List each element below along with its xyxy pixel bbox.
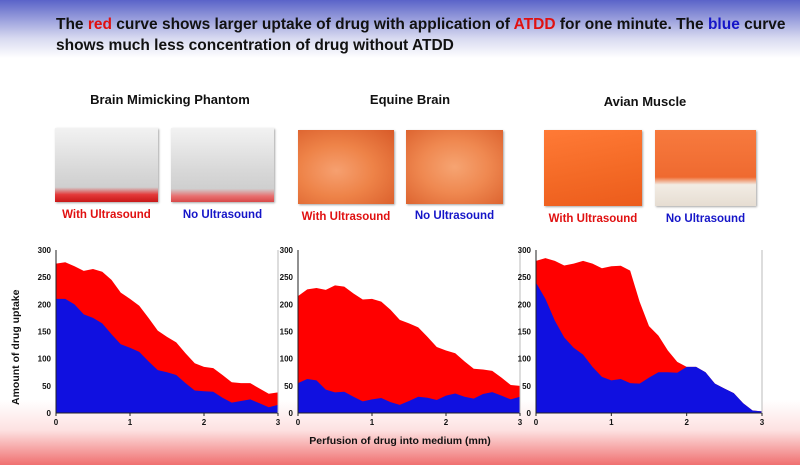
- photo-avian-with-ultrasound: [544, 130, 642, 206]
- y-tick-label: 0: [47, 409, 52, 418]
- x-tick-label: 1: [128, 418, 133, 427]
- x-tick-label: 3: [518, 418, 523, 427]
- y-tick-label: 50: [284, 382, 293, 391]
- x-tick-label: 3: [760, 418, 765, 427]
- headline-red-word: red: [87, 16, 112, 33]
- caption-equine-no: No Ultrasound: [414, 210, 495, 222]
- area-no-ultrasound-phantom: [56, 298, 278, 413]
- headline-part1: The: [56, 16, 88, 33]
- headline-part3: for one minute. The: [555, 16, 708, 33]
- chart-equine: 0 50 100 150 200 250 300 0 1 2 3: [280, 246, 523, 427]
- y-tick-label: 250: [280, 273, 294, 282]
- area-no-ultrasound-equine: [298, 379, 520, 413]
- headline-blue-word: blue: [707, 16, 740, 33]
- area-no-ultrasound-avian: [536, 282, 762, 413]
- headline-part2: curve shows larger uptake of drug with a…: [112, 16, 514, 33]
- y-tick-label: 300: [280, 246, 294, 255]
- chart-avian: 0 50 100 150 200 250 300 0 1 2 3: [518, 246, 765, 427]
- y-tick-label: 150: [38, 328, 52, 337]
- headline-atdd: ATDD: [513, 16, 556, 33]
- panel-title-phantom: Brain Mimicking Phantom: [90, 92, 250, 107]
- caption-avian-no: No Ultrasound: [665, 213, 746, 225]
- y-tick-label: 0: [527, 409, 532, 418]
- photo-phantom-no-ultrasound: [171, 128, 274, 202]
- x-tick-label: 0: [296, 418, 301, 427]
- panel-title-avian: Avian Muscle: [603, 94, 687, 109]
- chart-phantom: 0 50 100 150 200 250 300 0 1 2 3: [38, 246, 281, 427]
- area-with-ultrasound-equine: [298, 285, 520, 413]
- x-tick-label: 2: [444, 418, 449, 427]
- y-tick-label: 300: [518, 246, 532, 255]
- x-tick-label: 1: [609, 418, 614, 427]
- y-tick-label: 250: [518, 273, 532, 282]
- caption-avian-with: With Ultrasound: [548, 213, 638, 225]
- y-tick-label: 200: [280, 300, 294, 309]
- headline-part4: curve shows much less concentration of d…: [56, 16, 786, 54]
- photo-phantom-with-ultrasound: [55, 128, 158, 202]
- x-tick-label: 3: [276, 418, 281, 427]
- photo-equine-with-ultrasound: [298, 130, 394, 204]
- y-axis-label: Amount of drug uptake: [10, 289, 22, 406]
- y-tick-label: 100: [518, 355, 532, 364]
- x-tick-label: 0: [54, 418, 59, 427]
- x-tick-label: 2: [684, 418, 689, 427]
- y-tick-label: 150: [280, 328, 294, 337]
- x-tick-label: 1: [370, 418, 375, 427]
- y-tick-label: 50: [522, 382, 531, 391]
- headline: The red curve shows larger uptake of dru…: [56, 14, 796, 56]
- y-tick-label: 200: [38, 300, 52, 309]
- y-tick-label: 100: [280, 355, 294, 364]
- y-tick-label: 0: [289, 409, 294, 418]
- y-tick-label: 300: [38, 246, 52, 255]
- y-tick-label: 250: [38, 273, 52, 282]
- x-tick-label: 2: [202, 418, 207, 427]
- y-tick-label: 200: [518, 300, 532, 309]
- caption-phantom-no: No Ultrasound: [182, 209, 263, 221]
- photo-equine-no-ultrasound: [406, 130, 503, 204]
- x-tick-label: 0: [534, 418, 539, 427]
- y-tick-label: 50: [42, 382, 51, 391]
- x-axis-label: Perfusion of drug into medium (mm): [309, 435, 491, 447]
- photo-avian-no-ultrasound: [655, 130, 756, 206]
- caption-equine-with: With Ultrasound: [301, 211, 391, 223]
- y-tick-label: 150: [518, 328, 532, 337]
- caption-phantom-with: With Ultrasound: [62, 209, 151, 221]
- panel-title-equine: Equine Brain: [369, 92, 451, 107]
- y-tick-label: 100: [38, 355, 52, 364]
